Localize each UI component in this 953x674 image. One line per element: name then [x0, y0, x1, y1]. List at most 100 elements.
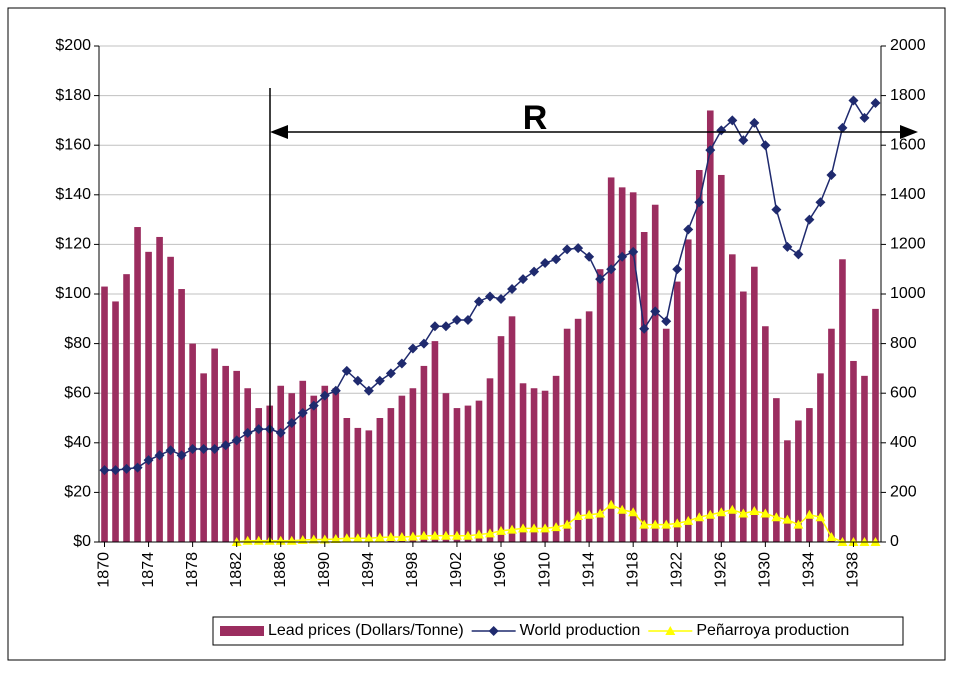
- x-tick-label: 1910: [536, 552, 553, 588]
- marker: [738, 508, 749, 518]
- marker: [385, 368, 396, 379]
- bar: [585, 311, 593, 542]
- bar: [409, 388, 417, 542]
- y2-tick-label: 800: [890, 335, 917, 352]
- bar: [519, 383, 527, 542]
- bar: [387, 408, 395, 542]
- bar: [244, 388, 251, 542]
- marker: [121, 463, 132, 474]
- x-tick-label: 1894: [360, 552, 377, 588]
- bar: [134, 227, 141, 543]
- marker: [826, 532, 837, 542]
- marker: [628, 507, 639, 517]
- bar: [541, 390, 549, 542]
- bar: [751, 266, 758, 542]
- y2-tick-label: 1800: [890, 87, 926, 104]
- bar: [795, 420, 802, 542]
- x-tick-label: 1882: [228, 552, 245, 588]
- axes: $0 $20 $40 $60 $80 $100 $120 $140 $160 $180 $200 0 2…: [55, 37, 925, 587]
- marker: [771, 512, 782, 522]
- marker: [110, 465, 121, 476]
- marker: [650, 306, 661, 317]
- marker: [826, 169, 837, 180]
- marker: [738, 135, 749, 146]
- bar: [773, 398, 780, 542]
- bar: [332, 388, 340, 542]
- x-tick-label: 1870: [96, 552, 113, 588]
- y2-tick-label: 2000: [890, 37, 926, 54]
- marker: [231, 435, 242, 446]
- bar: [629, 192, 637, 542]
- y2-tick-label: 1400: [890, 186, 926, 203]
- bar: [684, 239, 692, 542]
- bar: [662, 328, 670, 542]
- marker: [143, 455, 154, 466]
- marker: [518, 274, 529, 285]
- marker: [198, 444, 209, 454]
- marker: [242, 535, 253, 545]
- x-tick-label: 1902: [448, 552, 465, 588]
- x-tick-label: 1906: [492, 552, 509, 588]
- bar: [530, 388, 538, 542]
- marker: [176, 450, 187, 461]
- marker: [253, 424, 264, 435]
- marker: [374, 375, 385, 386]
- marker: [418, 338, 429, 349]
- marker: [870, 98, 881, 109]
- marker: [650, 519, 661, 529]
- marker: [507, 284, 518, 295]
- bar: [497, 336, 505, 542]
- bar: [673, 281, 681, 542]
- marker: [99, 465, 110, 476]
- lines: [99, 95, 881, 546]
- legend-swatch: [220, 626, 264, 636]
- marker: [716, 507, 727, 517]
- y2-tick-label: 600: [890, 384, 917, 401]
- bar: [365, 430, 373, 542]
- bar: [806, 408, 813, 542]
- bar: [321, 385, 329, 542]
- marker: [429, 530, 440, 540]
- y2-tick-label: 1000: [890, 285, 926, 302]
- marker: [562, 244, 573, 255]
- marker: [485, 291, 495, 302]
- marker: [595, 274, 606, 285]
- marker: [793, 519, 804, 529]
- bar: [299, 380, 307, 542]
- marker: [694, 512, 705, 522]
- marker: [661, 519, 672, 529]
- bar: [288, 393, 296, 542]
- y2-tick-label: 400: [890, 434, 917, 451]
- marker: [496, 525, 507, 535]
- marker: [407, 531, 418, 541]
- marker: [374, 532, 385, 542]
- marker: [297, 408, 308, 419]
- bar: [762, 326, 769, 542]
- x-tick-label: 1890: [316, 552, 333, 588]
- x-tick-label: 1930: [757, 552, 774, 588]
- marker: [529, 523, 540, 533]
- marker: [396, 358, 407, 369]
- bar: [850, 360, 857, 542]
- marker: [617, 251, 628, 262]
- marker: [363, 533, 374, 543]
- bar: [156, 236, 163, 542]
- marker: [573, 243, 584, 254]
- bar: [486, 378, 494, 542]
- marker: [518, 523, 529, 533]
- bar: [123, 274, 130, 542]
- marker: [694, 197, 705, 208]
- marker: [451, 315, 462, 326]
- y-tick-label: $160: [55, 136, 91, 153]
- marker: [385, 532, 396, 542]
- marker: [540, 258, 551, 268]
- marker: [760, 140, 771, 151]
- marker: [683, 224, 694, 235]
- bar: [475, 400, 483, 542]
- bar: [310, 395, 318, 542]
- marker: [727, 115, 738, 126]
- bar: [376, 418, 384, 542]
- x-tick-label: 1922: [668, 552, 685, 588]
- bar: [651, 204, 659, 542]
- marker: [485, 528, 495, 538]
